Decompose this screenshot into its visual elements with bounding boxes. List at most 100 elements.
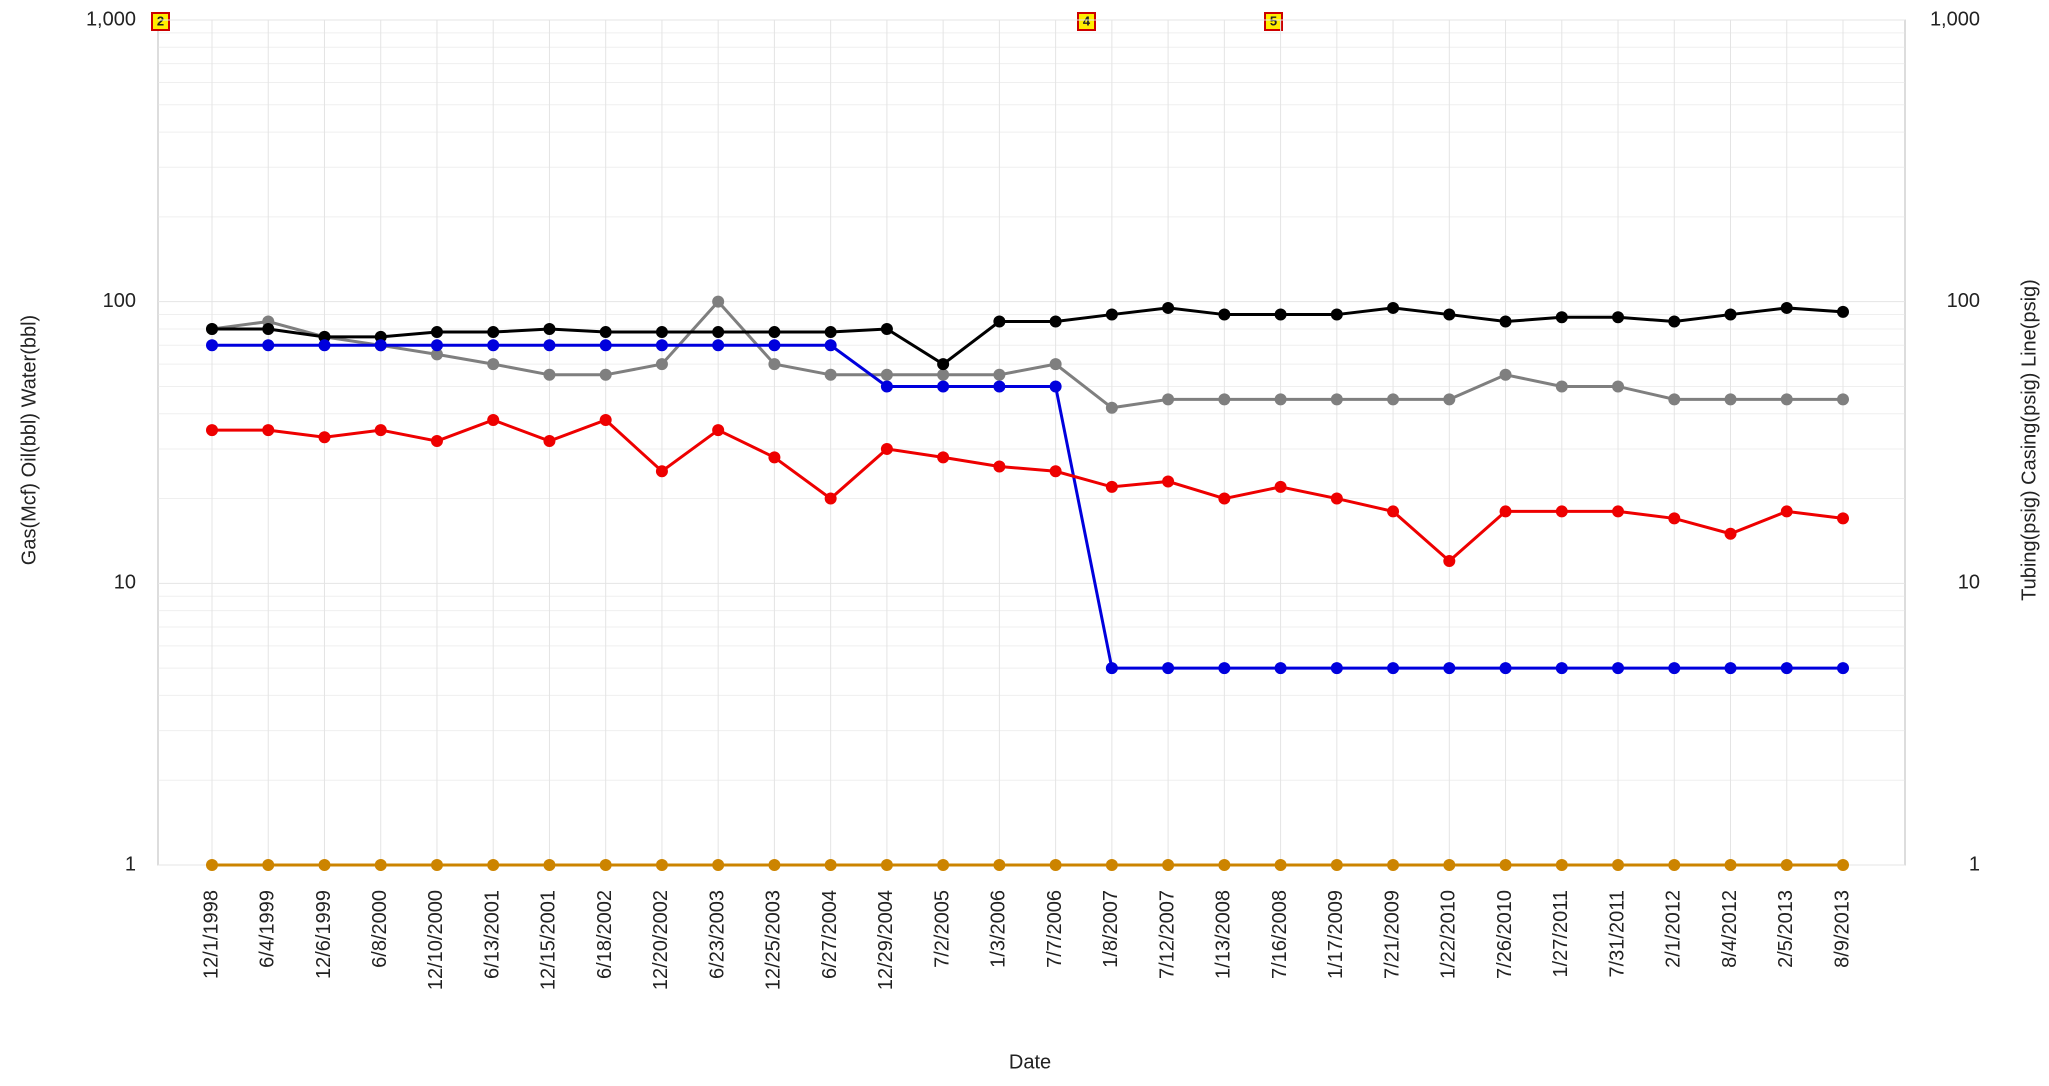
x-tick-label: 12/15/2001 xyxy=(538,890,560,990)
point xyxy=(1218,393,1231,406)
point xyxy=(1443,555,1456,568)
point xyxy=(318,431,331,444)
x-tick-label: 12/10/2000 xyxy=(425,890,447,990)
point xyxy=(993,368,1006,381)
point xyxy=(824,492,837,505)
point xyxy=(1330,859,1343,871)
y2-tick-label: 10 xyxy=(1958,572,1980,594)
point xyxy=(1387,662,1400,675)
point xyxy=(487,358,500,371)
point xyxy=(1105,401,1118,414)
point xyxy=(880,442,893,455)
series-line xyxy=(212,306,1844,366)
point xyxy=(1387,859,1400,871)
annotation-label: 4 xyxy=(1083,13,1091,28)
point xyxy=(1049,380,1062,393)
x-tick-label: 6/23/2003 xyxy=(706,890,728,979)
point xyxy=(318,859,331,871)
y-tick-label: 10 xyxy=(114,572,136,594)
point xyxy=(1499,505,1512,518)
series-line xyxy=(211,299,1843,410)
point xyxy=(1162,859,1175,871)
point xyxy=(768,358,781,371)
point xyxy=(1837,512,1849,525)
point xyxy=(993,380,1006,393)
y-tick-label: 1 xyxy=(125,853,136,875)
point xyxy=(1330,662,1343,675)
point xyxy=(937,358,950,371)
point xyxy=(1274,662,1287,675)
point xyxy=(1668,315,1681,328)
point xyxy=(487,326,500,339)
point xyxy=(655,358,668,371)
point xyxy=(880,368,893,381)
point xyxy=(937,451,950,464)
point xyxy=(430,326,443,339)
point xyxy=(599,414,612,427)
point xyxy=(262,859,275,871)
point xyxy=(599,859,612,871)
annotation: 4 xyxy=(1077,12,1096,31)
point xyxy=(1049,859,1062,871)
point xyxy=(1612,311,1625,324)
point xyxy=(206,339,218,352)
point xyxy=(1218,492,1231,505)
x-tick-label: 12/29/2004 xyxy=(875,890,897,990)
point xyxy=(543,339,556,352)
point xyxy=(599,326,612,339)
point xyxy=(1387,393,1400,406)
point xyxy=(543,859,556,871)
point xyxy=(262,322,275,335)
point xyxy=(1330,308,1343,321)
point xyxy=(1218,859,1231,871)
point xyxy=(1612,662,1625,675)
point xyxy=(1105,480,1118,493)
x-tick-label: 6/13/2001 xyxy=(481,890,503,979)
x-tick-label: 2/1/2012 xyxy=(1663,890,1685,968)
point xyxy=(374,339,387,352)
point xyxy=(712,326,725,339)
point xyxy=(430,348,443,361)
point xyxy=(655,339,668,352)
point xyxy=(1443,859,1456,871)
point xyxy=(262,424,275,437)
point xyxy=(543,368,556,381)
point xyxy=(655,465,668,478)
point xyxy=(1724,527,1737,540)
point xyxy=(1668,393,1681,406)
point xyxy=(1780,859,1793,871)
point xyxy=(206,322,218,335)
point xyxy=(1724,859,1737,871)
point xyxy=(1668,512,1681,525)
point xyxy=(318,330,331,343)
x-tick-label: 8/4/2012 xyxy=(1719,890,1741,968)
point xyxy=(1555,380,1568,393)
point xyxy=(318,339,331,352)
x-tick-label: 1/8/2007 xyxy=(1100,890,1122,968)
x-tick-label: 7/2/2005 xyxy=(931,890,953,968)
point xyxy=(430,339,443,352)
x-tick-label: 7/21/2009 xyxy=(1381,890,1403,979)
point xyxy=(1837,305,1849,318)
point xyxy=(1274,480,1287,493)
y-tick-label: 100 xyxy=(103,290,136,312)
point xyxy=(543,435,556,448)
point xyxy=(1049,315,1062,328)
point xyxy=(374,330,387,343)
point xyxy=(1837,859,1849,871)
point xyxy=(712,424,725,437)
point xyxy=(1555,662,1568,675)
x-tick-label: 7/16/2008 xyxy=(1269,890,1291,979)
x-tick-label: 12/1/1998 xyxy=(200,890,222,979)
point xyxy=(1499,662,1512,675)
point xyxy=(655,859,668,871)
point xyxy=(1162,475,1175,488)
point xyxy=(1837,393,1849,406)
point xyxy=(824,859,837,871)
point xyxy=(206,424,218,437)
point xyxy=(487,859,500,871)
annotation-label: 2 xyxy=(157,13,164,28)
y2-axis-label: Tubing(psig) Casing(psig) Line(psig) xyxy=(2018,279,2040,601)
x-tick-label: 6/27/2004 xyxy=(819,890,841,979)
point xyxy=(768,451,781,464)
